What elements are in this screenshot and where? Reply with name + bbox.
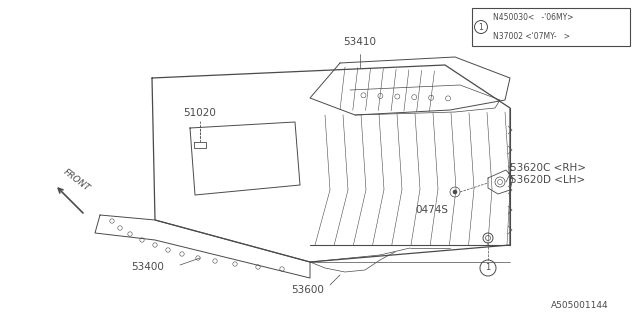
Text: 51020: 51020 <box>184 108 216 118</box>
Bar <box>472 8 630 46</box>
Text: 1: 1 <box>485 263 491 273</box>
Circle shape <box>453 190 457 194</box>
Text: 53620D <LH>: 53620D <LH> <box>510 175 585 185</box>
Text: A505001144: A505001144 <box>551 301 609 310</box>
Text: FRONT: FRONT <box>62 167 92 193</box>
Text: 53620C <RH>: 53620C <RH> <box>510 163 586 173</box>
Text: 1: 1 <box>479 22 483 31</box>
Text: 53410: 53410 <box>344 37 376 47</box>
Text: 53400: 53400 <box>132 262 164 272</box>
Text: N37002 <'07MY-   >: N37002 <'07MY- > <box>493 32 570 41</box>
Text: 53600: 53600 <box>292 285 324 295</box>
Text: N450030<   -'06MY>: N450030< -'06MY> <box>493 13 573 22</box>
Text: 0474S: 0474S <box>415 205 449 215</box>
